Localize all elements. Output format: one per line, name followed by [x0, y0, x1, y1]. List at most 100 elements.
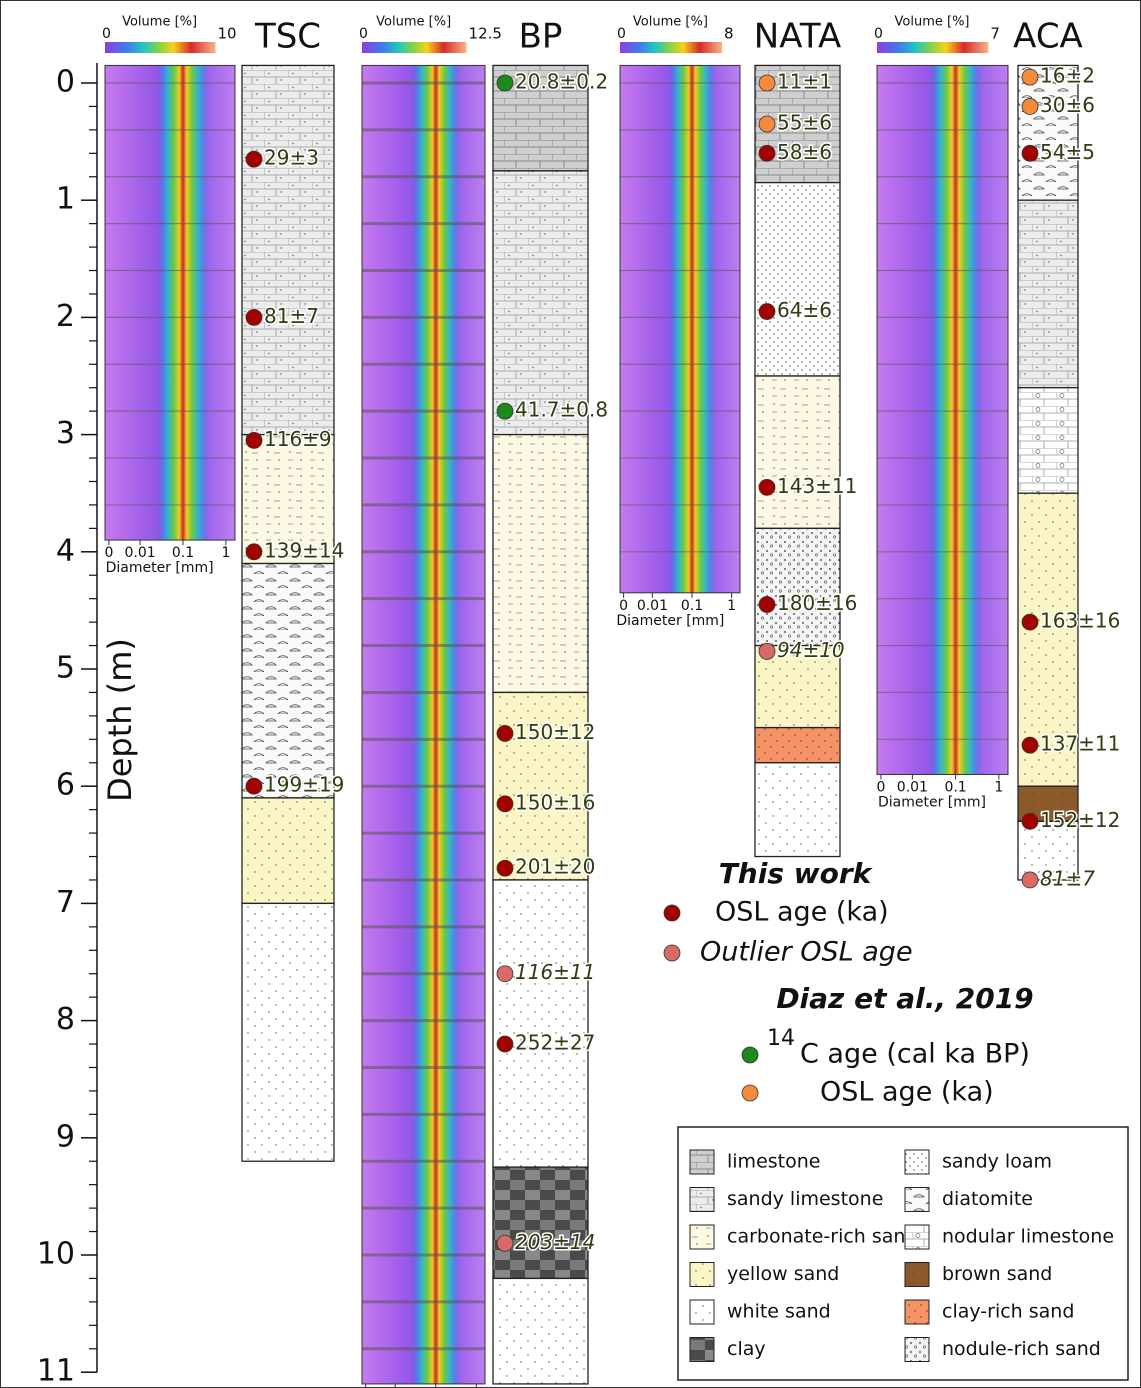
- lithology-label: limestone: [727, 1151, 820, 1173]
- age-label: 94±10: [777, 638, 845, 662]
- age-label: 11±1: [777, 70, 832, 94]
- age-marker: [497, 403, 513, 419]
- lithology-label: clay-rich sand: [942, 1301, 1074, 1323]
- legend-label: OSL age (ka): [715, 897, 889, 928]
- age-label: 55±6: [777, 111, 832, 135]
- age-label: 137±11: [1040, 732, 1120, 756]
- age-marker: [759, 145, 775, 161]
- lithology-swatch: [690, 1263, 714, 1287]
- lithology-swatch: [905, 1338, 929, 1362]
- diameter-tick-label: 0: [876, 779, 885, 795]
- age-marker: [759, 304, 775, 320]
- age-label: 20.8±0.2: [515, 70, 608, 94]
- age-marker: [759, 643, 775, 659]
- lithology-label: white sand: [727, 1301, 831, 1323]
- depth-tick-label: 10: [37, 1237, 75, 1272]
- depth-tick-label: 1: [56, 182, 75, 217]
- age-marker: [246, 309, 262, 325]
- depth-tick-label: 7: [56, 885, 75, 920]
- age-label: 116±11: [515, 960, 595, 984]
- lithology-swatch: [905, 1225, 929, 1249]
- lithology-label: sandy limestone: [727, 1188, 883, 1210]
- lithology-swatch: [905, 1188, 929, 1212]
- lithology-layer: [755, 728, 840, 763]
- age-marker: [1022, 737, 1038, 753]
- lithology-layer: [242, 903, 334, 1161]
- age-marker: [497, 966, 513, 982]
- lithology-label: nodule-rich sand: [942, 1338, 1101, 1360]
- depth-tick-label: 6: [56, 768, 75, 803]
- lithology-swatch: [690, 1225, 714, 1249]
- age-marker: [1022, 872, 1038, 888]
- age-label: 150±16: [515, 790, 595, 814]
- lithology-layer: [755, 183, 840, 376]
- depth-tick-label: 9: [56, 1119, 75, 1154]
- age-marker: [246, 432, 262, 448]
- legend-marker: [742, 1047, 758, 1063]
- column-name: TSC: [254, 17, 321, 57]
- lithology-swatch: [905, 1263, 929, 1287]
- diameter-tick-label: 0.1: [944, 779, 966, 795]
- lithology-swatch: [905, 1150, 929, 1174]
- figure: Depth (m) 01234567891011010Volume [%]TSC…: [0, 0, 1141, 1388]
- lithology-layer: [755, 763, 840, 857]
- age-marker: [1022, 614, 1038, 630]
- diameter-tick-label: 1: [727, 598, 736, 614]
- lithology-layer: [493, 171, 588, 435]
- colorbar-max: 8: [724, 25, 734, 43]
- age-label: 201±20: [515, 855, 595, 879]
- legend-label: C age (cal ka BP): [800, 1039, 1030, 1070]
- age-label: 29±3: [264, 146, 319, 170]
- age-label: 199±19: [264, 773, 344, 797]
- age-marker: [1022, 813, 1038, 829]
- lithology-swatch: [690, 1300, 714, 1324]
- lithology-label: clay: [727, 1338, 766, 1360]
- legend-superscript: 14: [767, 1026, 795, 1051]
- lithology-swatch: [905, 1300, 929, 1324]
- lithology-layer: [242, 65, 334, 434]
- column-name: BP: [519, 17, 563, 57]
- age-label: 163±16: [1040, 609, 1120, 633]
- age-marker: [497, 860, 513, 876]
- volume-label: Volume [%]: [122, 15, 197, 30]
- lithology-swatch: [690, 1150, 714, 1174]
- age-label: 41.7±0.8: [515, 398, 608, 422]
- depth-tick-label: 3: [56, 416, 75, 451]
- volume-label: Volume [%]: [633, 15, 708, 30]
- age-marker: [497, 796, 513, 812]
- diameter-tick-label: 0: [619, 598, 628, 614]
- age-marker: [497, 725, 513, 741]
- heatmap-ridge: [668, 65, 716, 592]
- age-label: 150±12: [515, 720, 595, 744]
- diameter-label: Diameter [mm]: [878, 794, 986, 810]
- age-label: 252±27: [515, 1031, 595, 1055]
- colorbar: [362, 42, 467, 53]
- diameter-tick-label: 0.01: [637, 598, 668, 614]
- depth-tick-label: 5: [56, 651, 75, 686]
- diameter-tick-label: 1: [994, 779, 1003, 795]
- age-marker: [759, 75, 775, 91]
- age-marker: [246, 151, 262, 167]
- lithology-layer: [493, 1278, 588, 1383]
- heatmap-ridge: [929, 65, 981, 774]
- lithology-swatch: [690, 1338, 714, 1362]
- volume-label: Volume [%]: [895, 15, 970, 30]
- age-marker: [1022, 69, 1038, 85]
- age-label: 152±12: [1040, 808, 1120, 832]
- age-marker: [497, 75, 513, 91]
- legend-marker: [664, 905, 680, 921]
- diameter-label: Diameter [mm]: [106, 560, 214, 576]
- column-name: ACA: [1013, 17, 1083, 57]
- lithology-layer: [493, 435, 588, 693]
- depth-tick-label: 11: [37, 1354, 75, 1388]
- column-name: NATA: [754, 17, 841, 57]
- depth-tick-label: 2: [56, 299, 75, 334]
- lithology-label: sandy loam: [942, 1151, 1052, 1173]
- age-label: 16±2: [1040, 64, 1095, 88]
- age-label: 116±9: [264, 427, 332, 451]
- age-marker: [1022, 98, 1038, 114]
- colorbar-max: 10: [218, 25, 237, 43]
- diameter-tick-label: 0.1: [681, 598, 703, 614]
- age-label: 143±11: [777, 474, 857, 498]
- age-label: 81±7: [264, 304, 319, 328]
